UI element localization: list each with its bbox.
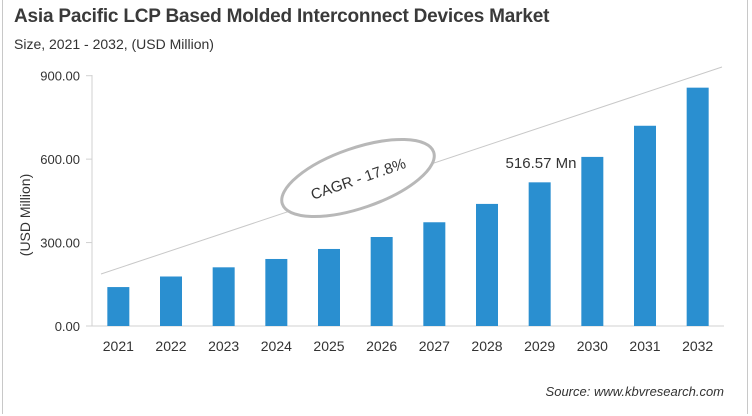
bar-2032	[686, 87, 709, 326]
x-tick-label: 2027	[419, 338, 450, 354]
bar-2027	[423, 222, 446, 326]
bar-2024	[265, 258, 288, 326]
cagr-callout: CAGR - 17.8%	[280, 137, 436, 219]
bars	[107, 87, 709, 326]
source-note: Source: www.kbvresearch.com	[545, 384, 724, 399]
x-tick-label: 2021	[103, 338, 134, 354]
bar-2023	[212, 267, 235, 326]
x-tick-label: 2024	[261, 338, 292, 354]
x-tick-label: 2030	[577, 338, 608, 354]
y-axis-ticks: 0.00 300.00 600.00 900.00	[40, 69, 92, 334]
x-tick-label: 2022	[155, 338, 186, 354]
cagr-ellipse	[280, 137, 436, 219]
x-tick-label: 2029	[524, 338, 555, 354]
y-tick-label: 0.00	[55, 319, 80, 334]
bar-2025	[318, 248, 340, 326]
x-tick-label: 2026	[366, 338, 397, 354]
bar-2029	[528, 182, 551, 326]
chart-subtitle: Size, 2021 - 2032, (USD Million)	[14, 36, 214, 52]
x-tick-label: 2023	[208, 338, 239, 354]
y-tick-label: 600.00	[40, 152, 80, 167]
bar-2031	[634, 125, 656, 326]
x-axis-ticks: 2021 2022 2023 2024 2025 2026 2027 2028 2029 2030…	[103, 338, 714, 354]
bar-2030	[581, 156, 604, 326]
x-tick-label: 2032	[682, 338, 713, 354]
bar-2026	[370, 237, 393, 326]
bar-2022	[160, 276, 182, 326]
y-axis-label: (USD Million)	[17, 174, 33, 256]
x-tick-label: 2025	[313, 338, 344, 354]
bar-2028	[476, 203, 498, 326]
y-tick-label: 300.00	[40, 236, 80, 251]
data-label-2029: 516.57 Mn	[506, 155, 577, 172]
y-tick-label: 900.00	[40, 69, 80, 84]
x-tick-label: 2031	[629, 338, 660, 354]
chart-title: Asia Pacific LCP Based Molded Interconne…	[14, 6, 550, 27]
bar-2021	[107, 287, 130, 326]
x-tick-label: 2028	[471, 338, 502, 354]
